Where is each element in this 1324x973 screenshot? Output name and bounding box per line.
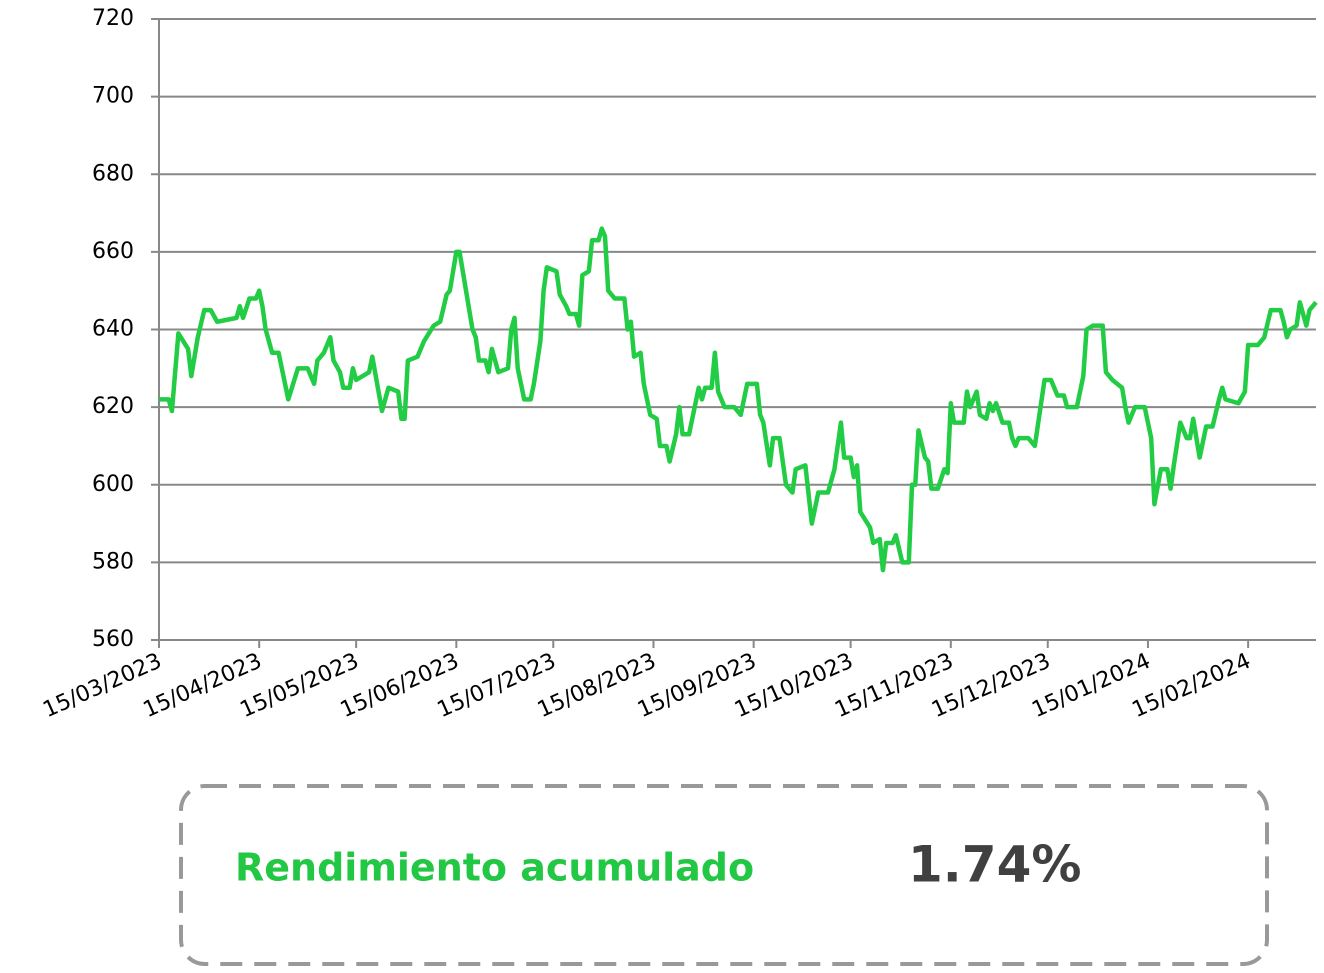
y-tick-label: 620 (92, 394, 134, 419)
y-tick-label: 660 (92, 239, 134, 264)
y-tick-label: 560 (92, 627, 134, 652)
summary-value: 1.74% (908, 836, 1081, 894)
y-tick-label: 720 (92, 6, 134, 31)
summary-label: Rendimiento acumulado (235, 846, 754, 890)
y-tick-label: 600 (92, 472, 134, 497)
y-tick-label: 640 (92, 317, 134, 342)
y-tick-label: 580 (92, 549, 134, 574)
y-tick-label: 680 (92, 161, 134, 186)
data-line (159, 226, 1318, 573)
y-tick-label: 700 (92, 84, 134, 109)
summary-box (179, 784, 1269, 966)
